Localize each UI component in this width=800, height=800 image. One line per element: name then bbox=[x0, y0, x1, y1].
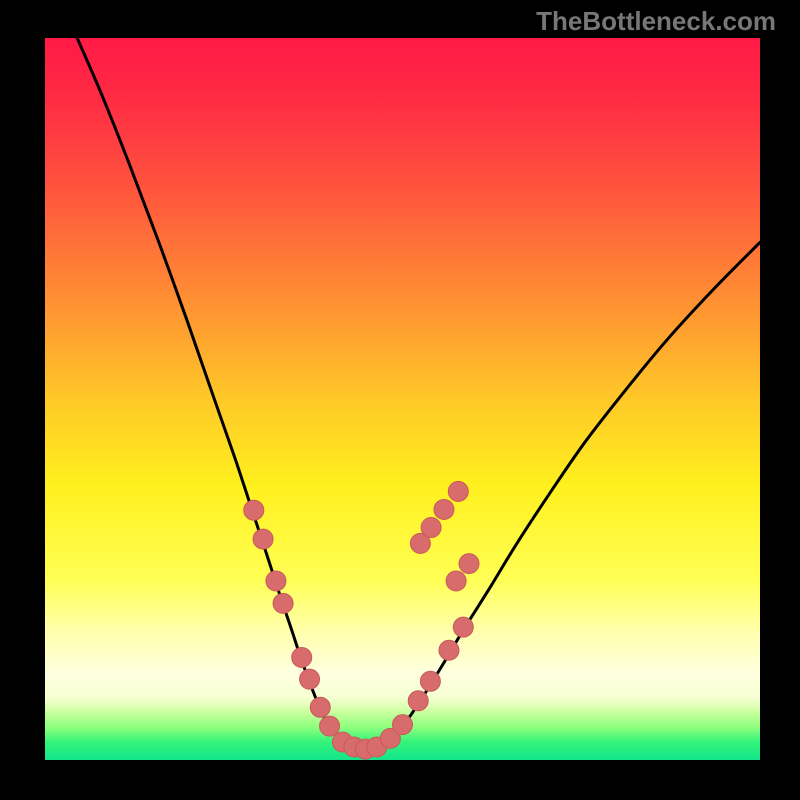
data-dot bbox=[266, 571, 286, 591]
frame-left bbox=[0, 0, 45, 800]
data-dot bbox=[292, 647, 312, 667]
data-dot bbox=[273, 593, 293, 613]
gradient-background bbox=[45, 38, 760, 760]
data-dot bbox=[420, 671, 440, 691]
data-dot bbox=[408, 691, 428, 711]
chart-svg bbox=[45, 38, 760, 760]
plot-area bbox=[45, 38, 760, 760]
data-dot bbox=[320, 716, 340, 736]
data-dot bbox=[448, 481, 468, 501]
data-dot bbox=[393, 715, 413, 735]
frame-right bbox=[760, 0, 800, 800]
data-dot bbox=[439, 640, 459, 660]
data-dot bbox=[253, 529, 273, 549]
data-dot bbox=[434, 499, 454, 519]
frame-bottom bbox=[0, 760, 800, 800]
data-dot bbox=[453, 617, 473, 637]
data-dot bbox=[446, 571, 466, 591]
data-dot bbox=[300, 669, 320, 689]
data-dot bbox=[459, 554, 479, 574]
data-dot bbox=[244, 500, 264, 520]
data-dot bbox=[310, 697, 330, 717]
data-dot bbox=[421, 518, 441, 538]
watermark-text: TheBottleneck.com bbox=[536, 6, 776, 37]
